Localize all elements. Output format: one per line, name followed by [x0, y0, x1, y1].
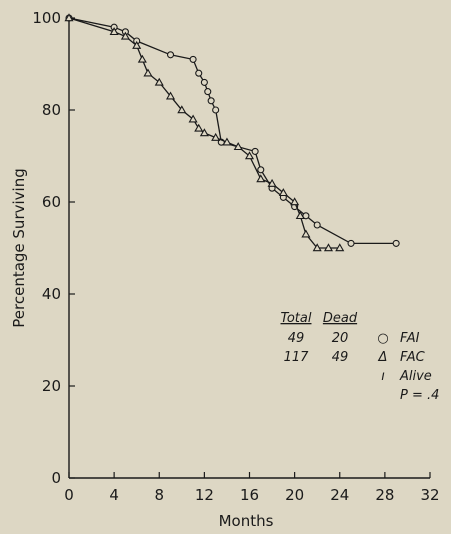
y-tick-label: 0: [51, 469, 61, 487]
point-fac: [278, 188, 288, 197]
point-fac: [143, 68, 153, 77]
point-fac: [244, 151, 255, 160]
point-fai: [212, 106, 220, 114]
legend-dead-fai: 20: [332, 331, 349, 346]
legend-header-dead: Dead: [323, 311, 358, 326]
circle-icon: ○: [377, 331, 388, 346]
point-fac: [120, 31, 130, 40]
point-fai: [195, 69, 203, 77]
point-fac: [335, 243, 345, 252]
legend: Total Dead 49 20 ○ FAI 117 49 Δ FAC ı Al…: [281, 311, 440, 403]
series-line-fai: [68, 17, 397, 245]
legend-label-fac: FAC: [400, 350, 426, 365]
tick-mark-icon: ı: [381, 369, 385, 384]
point-fac: [323, 243, 334, 252]
series-layer: [64, 13, 400, 252]
point-fac: [267, 178, 277, 187]
point-fac: [295, 211, 305, 220]
x-tick-label: 16: [240, 486, 259, 504]
x-tick-label: 4: [109, 486, 119, 504]
point-fai: [392, 239, 400, 247]
legend-header-total: Total: [281, 311, 312, 326]
legend-dead-fac: 49: [332, 350, 349, 365]
point-fai: [204, 88, 212, 96]
legend-label-fai: FAI: [400, 331, 420, 346]
point-fac: [137, 54, 147, 63]
axes: [68, 18, 430, 479]
legend-total-fai: 49: [288, 331, 305, 346]
point-fac: [312, 243, 322, 252]
y-tick-label: 80: [42, 101, 61, 119]
x-tick-label: 0: [64, 486, 74, 504]
point-fai: [347, 239, 355, 247]
point-fai: [207, 97, 215, 105]
triangle-icon: Δ: [378, 350, 388, 365]
y-tick-label: 60: [42, 193, 61, 211]
point-fac: [132, 40, 142, 49]
point-fac: [233, 142, 243, 151]
point-fac: [64, 13, 74, 22]
x-tick-label: 32: [420, 486, 439, 504]
y-tick-label: 100: [32, 9, 61, 27]
point-fai: [189, 55, 197, 63]
point-fai: [200, 78, 208, 86]
legend-pvalue: P = .4: [400, 388, 439, 403]
point-fac: [194, 123, 204, 132]
point-fai: [257, 166, 265, 174]
point-fac: [154, 77, 164, 86]
point-fac: [165, 91, 176, 100]
point-fac: [290, 197, 300, 206]
x-tick-label: 8: [154, 486, 164, 504]
x-axis-title: Months: [219, 512, 274, 530]
point-fac: [256, 174, 266, 183]
legend-label-alive: Alive: [399, 369, 432, 384]
point-fac: [301, 229, 311, 238]
y-tick-label: 40: [42, 285, 61, 303]
point-fac: [222, 137, 232, 146]
point-fai: [313, 221, 321, 229]
legend-total-fac: 117: [284, 350, 310, 365]
y-tick-label: 20: [42, 377, 61, 395]
point-fac: [109, 27, 119, 36]
point-fac: [188, 114, 198, 123]
x-tick-label: 20: [285, 486, 304, 504]
x-tick-label: 24: [330, 486, 349, 504]
point-fac: [199, 128, 209, 137]
ticks: 0 4 8 12 16 20 24 28 32 0 20 40 60 80 100: [32, 9, 439, 504]
point-fac: [211, 132, 221, 141]
point-fac: [177, 105, 187, 114]
y-axis-title: Percentage Surviving: [10, 168, 28, 327]
x-tick-label: 28: [375, 486, 394, 504]
point-fai: [251, 147, 259, 155]
point-fai: [166, 51, 175, 59]
x-tick-label: 12: [195, 486, 214, 504]
